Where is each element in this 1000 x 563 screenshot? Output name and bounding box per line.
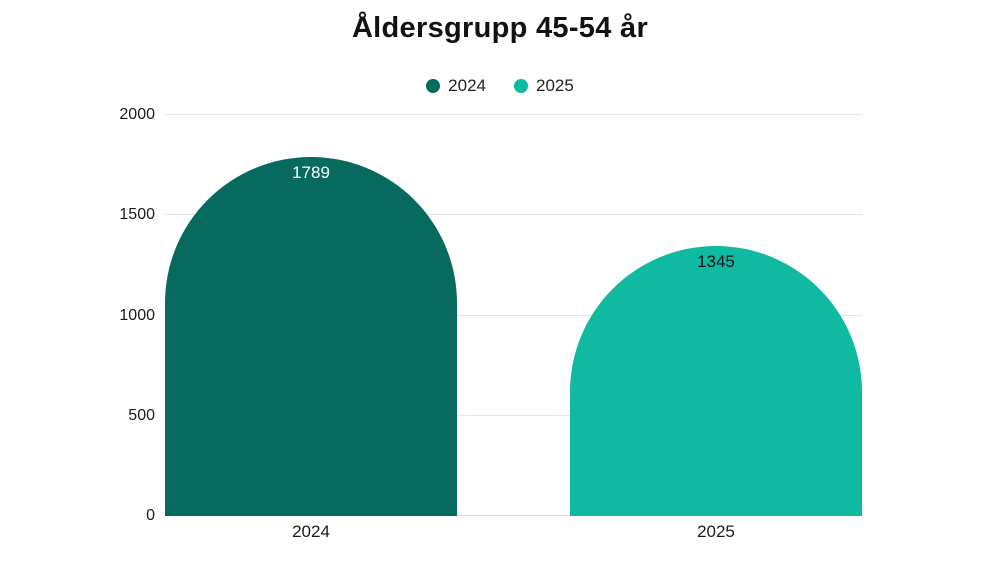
gridline	[165, 414, 862, 416]
bar-value-label: 1345	[697, 252, 735, 272]
bars-container: 1789 1345	[165, 115, 862, 516]
gridline	[165, 214, 862, 216]
y-axis-tick-label: 2000	[119, 106, 155, 123]
bar-2024[interactable]: 1789	[165, 157, 458, 516]
legend-dot-icon	[426, 79, 441, 93]
x-axis-label: 2024	[292, 522, 330, 541]
y-axis-tick-label: 1500	[119, 206, 155, 224]
legend-item-2024[interactable]: 2024	[426, 76, 486, 96]
gridline	[165, 314, 862, 316]
gridline	[165, 114, 862, 115]
y-axis-tick-label: 0	[146, 507, 155, 524]
x-axis-baseline	[165, 515, 862, 516]
x-axis: 2024 2025	[165, 523, 862, 540]
legend-item-2025[interactable]: 2025	[514, 76, 574, 96]
plot-area: 1789 1345 0 500 1000 1500 2000	[119, 107, 862, 524]
legend-dot-icon	[514, 79, 528, 93]
chart-title: Åldersgrupp 45-54 år	[351, 12, 649, 44]
legend-label: 2025	[536, 76, 574, 95]
y-axis-tick-label: 1000	[119, 306, 155, 324]
x-axis-label: 2025	[697, 522, 735, 541]
legend: 2024 2025	[0, 76, 1000, 96]
bar-2025[interactable]: 1345	[569, 246, 862, 516]
bar-value-label: 1789	[292, 163, 330, 183]
y-axis-tick-label: 500	[128, 406, 155, 424]
legend-label: 2024	[448, 76, 486, 95]
